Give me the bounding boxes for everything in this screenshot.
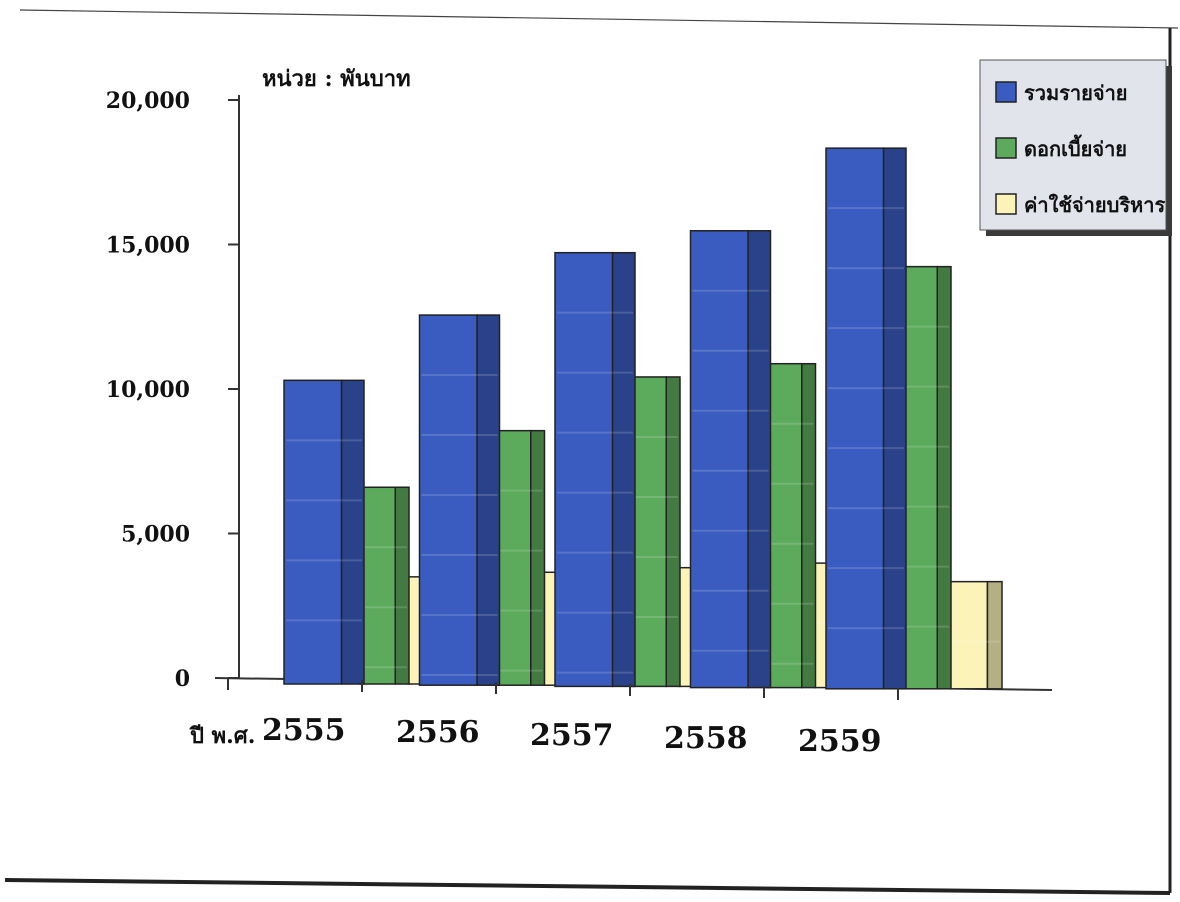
x-tick-label: 2558 <box>664 721 748 756</box>
bar-side <box>747 230 772 689</box>
bar-face <box>949 580 989 690</box>
bar-face <box>554 251 614 688</box>
bar-side <box>530 429 546 686</box>
x-tick-label: 2556 <box>396 715 480 750</box>
unit-label: หน่วย : พันบาท <box>262 66 411 92</box>
bar-face <box>418 314 478 686</box>
bar-face <box>825 147 885 690</box>
legend-swatch <box>995 193 1017 215</box>
bar-side <box>665 376 681 688</box>
frame-bottom-edge <box>4 878 1171 895</box>
bar-side <box>611 251 636 688</box>
bar-side <box>394 486 410 685</box>
bar-side <box>476 314 501 686</box>
y-tick-label: 20,000 <box>106 88 190 114</box>
bar-2555-series-2 <box>359 486 410 685</box>
bar-face <box>901 265 939 690</box>
x-tick-label: 2555 <box>262 713 346 748</box>
x-tick-labels: 2555 2556 2557 2558 2559 <box>262 713 882 759</box>
legend-label: รวมรายจ่าย <box>1024 81 1128 105</box>
bar-side <box>340 379 365 685</box>
bar-2559-series-2 <box>901 265 952 690</box>
bar-face <box>494 429 532 686</box>
bar-side <box>882 147 907 690</box>
frame-top-edge <box>19 9 1179 29</box>
y-tick-label: 15,000 <box>106 233 190 259</box>
legend-label: ดอกเบี้ยจ่าย <box>1024 134 1127 161</box>
bar-2555-series-1 <box>283 379 365 685</box>
bars-group <box>227 147 1003 700</box>
bar-face <box>359 486 397 685</box>
x-axis-label: ปี พ.ศ. <box>189 723 256 749</box>
bar-face <box>765 362 803 689</box>
bar-side <box>801 362 817 689</box>
y-tick-label: 5,000 <box>121 522 190 548</box>
y-axis: 0 5,000 10,000 15,000 20,000 <box>106 88 239 692</box>
bar-face <box>630 376 668 688</box>
legend-swatch <box>995 137 1017 159</box>
bar-side <box>986 580 1003 690</box>
bar-face <box>283 379 343 685</box>
bar-2558-series-1 <box>689 230 772 689</box>
bar-2556-series-2 <box>494 429 546 686</box>
bar-face <box>689 230 749 689</box>
bar-2556-series-1 <box>418 314 501 686</box>
bar-2557-series-1 <box>554 251 636 688</box>
bar-2559-series-3 <box>949 580 1003 690</box>
y-tick-label: 10,000 <box>106 377 190 403</box>
bar-2558-series-2 <box>765 362 817 689</box>
bar-2557-series-2 <box>630 376 681 688</box>
legend-swatch <box>995 81 1017 103</box>
x-tick-label: 2559 <box>798 724 882 759</box>
y-tick-label: 0 <box>175 666 190 692</box>
bar-side <box>936 265 952 690</box>
x-tick-label: 2557 <box>530 718 614 753</box>
legend-label: ค่าใช้จ่ายบริหาร <box>1024 193 1165 217</box>
bar-2559-series-1 <box>825 147 907 690</box>
